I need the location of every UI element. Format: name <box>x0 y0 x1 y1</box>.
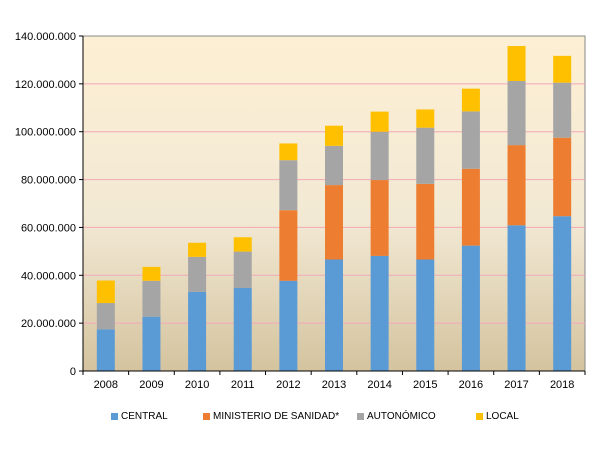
bar-segment <box>507 145 526 226</box>
bar-segment <box>553 82 572 138</box>
y-tick-label: 100.000.000 <box>15 127 76 139</box>
legend-swatch <box>111 413 118 420</box>
bar-segment <box>188 256 207 292</box>
stacked-bar-chart: 0 20.000.000 40.000.000 60.000.000 80.000.00… <box>15 31 586 391</box>
legend-label: MINISTERIO DE SANIDAD* <box>213 411 340 422</box>
bar-segment <box>370 131 389 181</box>
x-tick-label: 2011 <box>231 379 255 391</box>
bar-segment <box>233 287 252 371</box>
legend-swatch <box>203 413 210 420</box>
x-tick-label: 2018 <box>550 379 574 391</box>
bar-segment <box>461 111 480 169</box>
bar-segment <box>325 185 343 260</box>
bar-segment <box>188 291 207 371</box>
y-tick-label: 120.000.000 <box>15 79 76 91</box>
bar-segment <box>507 225 526 371</box>
x-tick-label: 2016 <box>459 379 483 391</box>
legend-item: LOCAL <box>476 411 519 422</box>
x-tick-label: 2017 <box>504 379 528 391</box>
bar-segment <box>96 329 115 371</box>
x-tick-label: 2012 <box>276 379 300 391</box>
bar-segment <box>461 88 480 112</box>
bar-segment <box>416 127 435 184</box>
bar-segment <box>370 111 389 132</box>
y-tick-label: 140.000.000 <box>15 31 76 43</box>
bar-segment <box>279 210 298 281</box>
x-tick-label: 2014 <box>367 379 391 391</box>
bar-segment <box>553 216 572 371</box>
legend-label: AUTONÓMICO <box>367 411 436 422</box>
bar-segment <box>142 316 161 371</box>
x-tick-label: 2009 <box>139 379 163 391</box>
bar-segment <box>370 180 389 256</box>
legend-item: MINISTERIO DE SANIDAD* <box>203 411 339 422</box>
bar-segment <box>233 237 252 252</box>
bar-segment <box>96 303 115 330</box>
y-tick-label: 80.000.000 <box>21 175 76 187</box>
x-tick-label: 2010 <box>185 379 209 391</box>
bar-segment <box>279 143 298 161</box>
legend-swatch <box>357 413 364 420</box>
bar-segment <box>188 242 207 257</box>
bar-segment <box>325 259 343 371</box>
bar-segment <box>325 145 343 186</box>
bar-segment <box>416 183 435 260</box>
y-tick-label: 60.000.000 <box>21 222 76 234</box>
x-tick-label: 2008 <box>94 379 118 391</box>
bar-segment <box>461 168 480 246</box>
bar-segment <box>416 109 435 128</box>
y-tick-label: 20.000.000 <box>21 318 76 330</box>
bar-segment <box>142 280 161 317</box>
bar-segment <box>279 280 298 371</box>
bar-segment <box>142 266 161 281</box>
bar-segment <box>553 55 572 83</box>
legend-label: LOCAL <box>486 411 519 422</box>
x-tick-label: 2013 <box>322 379 346 391</box>
legend-swatch <box>476 413 483 420</box>
bar-segment <box>553 137 572 217</box>
bar-segment <box>96 280 115 304</box>
bar-segment <box>370 255 389 371</box>
bar-segment <box>461 245 480 371</box>
bar-segment <box>233 251 252 288</box>
bar-segment <box>416 259 435 371</box>
legend-item: CENTRAL <box>111 411 168 422</box>
x-tick-label: 2015 <box>413 379 437 391</box>
y-tick-label: 0 <box>70 366 76 378</box>
bar-segment <box>507 46 526 81</box>
bar-segment <box>325 125 343 146</box>
legend-item: AUTONÓMICO <box>357 411 436 422</box>
y-tick-label: 40.000.000 <box>21 270 76 282</box>
legend-label: CENTRAL <box>121 411 168 422</box>
bar-segment <box>279 160 298 211</box>
bar-segment <box>507 80 526 146</box>
